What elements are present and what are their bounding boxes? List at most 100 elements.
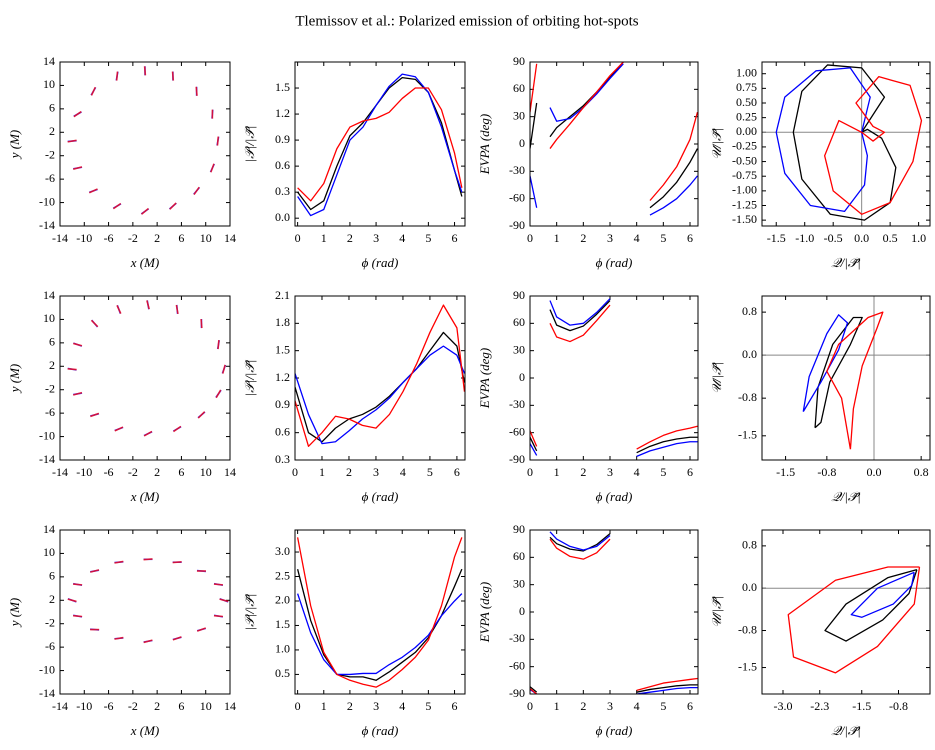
- curve: [814, 316, 863, 429]
- curve: [530, 533, 698, 693]
- y-tick-label: -90: [509, 686, 525, 700]
- polarization-tick: [90, 412, 100, 418]
- y-tick-label: 1.2: [275, 370, 290, 384]
- polarization-tick: [216, 136, 220, 146]
- curve: [802, 314, 849, 412]
- x-axis-label: 𝒬/|𝒫̄|: [831, 255, 861, 270]
- y-tick-label: -6: [45, 405, 55, 419]
- polarization-tick: [193, 186, 200, 196]
- curve: [295, 345, 465, 445]
- x-tick-label: 3: [373, 699, 379, 713]
- y-axis-label: y (M): [7, 364, 22, 395]
- polarization-tick: [88, 188, 98, 194]
- polarization-tick: [90, 319, 99, 328]
- x-tick-label: 1: [321, 699, 327, 713]
- y-tick-label: 0.6: [275, 158, 290, 172]
- y-tick-label: 2: [49, 592, 55, 606]
- y-tick-label: -30: [509, 397, 525, 411]
- plot-area: [762, 296, 930, 460]
- curve: [530, 300, 698, 454]
- x-tick-label: -2: [128, 465, 138, 479]
- curve: [295, 304, 465, 447]
- polarization-tick: [73, 583, 83, 586]
- x-tick-label: 6: [178, 231, 184, 245]
- y-tick-label: 0.8: [742, 538, 757, 552]
- y-tick-label: 6: [49, 569, 55, 583]
- x-tick-label: -0.5: [824, 231, 843, 245]
- y-tick-label: -30: [509, 631, 525, 645]
- x-tick-label: 6: [454, 465, 460, 479]
- panel: -1.5 -1.0 -0.5 0.0 0.5 1.0 -1.50-1.25-1.00-0.7…: [709, 61, 931, 270]
- x-tick-label: 0.8: [914, 465, 929, 479]
- x-tick-label: 10: [200, 699, 212, 713]
- y-tick-label: 10: [43, 311, 55, 325]
- x-tick-label: 3: [607, 231, 613, 245]
- curve: [530, 304, 698, 450]
- panel: 0 1 2 3 4 5 6 0.0 0.3 0.6 0.9 1.2 1.5 ϕ (rad) |𝒫|/|𝒫̄|: [242, 61, 466, 270]
- panel: -14 -10 -6 -2 2 6 10 14 -14 -10 -6 -2 2 6 10 14 x (M) y (…: [7, 54, 236, 270]
- curve: [787, 566, 921, 674]
- x-axis-label: x (M): [130, 723, 160, 738]
- plot-area: [762, 566, 930, 674]
- x-tick-label: 0.5: [883, 231, 898, 245]
- y-tick-label: -1.5: [738, 659, 757, 673]
- y-tick-label: 0.3: [275, 184, 290, 198]
- y-tick-label: 0.9: [275, 397, 290, 411]
- x-tick-label: 4: [399, 231, 405, 245]
- polarization-tick: [73, 614, 83, 618]
- polarization-tick: [116, 305, 122, 314]
- x-tick-label: -14: [52, 465, 68, 479]
- x-tick-label: 0: [295, 699, 301, 713]
- polarization-tick: [213, 614, 224, 618]
- plot-area: [530, 62, 698, 216]
- curve: [792, 64, 897, 221]
- y-tick-label: -90: [509, 452, 525, 466]
- frame: [59, 529, 231, 695]
- x-tick-label: -3.0: [774, 699, 793, 713]
- x-tick-label: 2: [154, 699, 160, 713]
- polarization-tick: [73, 391, 83, 396]
- y-tick-label: 0.0: [275, 210, 290, 224]
- x-tick-label: -2: [128, 699, 138, 713]
- y-tick-label: 1.5: [275, 617, 290, 631]
- polarization-tick: [143, 430, 153, 437]
- y-tick-label: -14: [39, 452, 55, 466]
- y-axis-label: EVPA (deg): [477, 348, 492, 410]
- x-tick-label: 14: [224, 699, 236, 713]
- x-tick-label: 6: [452, 231, 458, 245]
- figure-title: Tlemissov et al.: Polarized emission of …: [295, 13, 638, 29]
- y-tick-label: 1.5: [275, 342, 290, 356]
- y-tick-label: -10: [39, 662, 55, 676]
- x-tick-label: 0: [527, 231, 533, 245]
- x-tick-label: 5: [660, 231, 666, 245]
- x-tick-label: 4: [634, 465, 640, 479]
- y-tick-label: -1.00: [732, 183, 757, 197]
- x-tick-label: 2: [346, 465, 352, 479]
- polarization-tick: [67, 139, 77, 143]
- x-tick-label: -1.0: [795, 231, 814, 245]
- x-tick-label: -14: [52, 231, 68, 245]
- x-axis-label: ϕ (rad): [596, 255, 633, 270]
- y-tick-label: -1.25: [732, 197, 757, 211]
- panel: 0 1 2 3 4 5 6 0.5 1.0 1.5 2.0 2.5 3.0 ϕ (rad) |𝒫|/|𝒫̄|: [242, 529, 466, 738]
- y-tick-label: 0.0: [742, 347, 757, 361]
- plot-area: [296, 537, 463, 688]
- y-tick-label: 90: [513, 54, 525, 68]
- polarization-tick: [143, 558, 153, 561]
- panel: 0 1 2 3 4 5 6 -90 -60 -30 0 30 60 90 ϕ (rad) EVPA (deg): [477, 288, 699, 504]
- y-tick-label: -60: [509, 424, 525, 438]
- x-axis-label: ϕ (rad): [362, 489, 399, 504]
- polarization-tick: [173, 425, 182, 433]
- curve: [530, 538, 698, 694]
- polarization-tick: [221, 364, 226, 374]
- x-tick-label: 3: [607, 699, 613, 713]
- x-tick-label: 2: [347, 231, 353, 245]
- y-tick-label: 0.3: [275, 452, 290, 466]
- plot-area: [530, 531, 698, 694]
- frame: [761, 529, 931, 695]
- x-tick-label: 1: [554, 699, 560, 713]
- plot-area: [67, 558, 229, 644]
- y-tick-label: 14: [43, 288, 55, 302]
- y-axis-label: 𝒰/|𝒫̄|: [709, 362, 724, 394]
